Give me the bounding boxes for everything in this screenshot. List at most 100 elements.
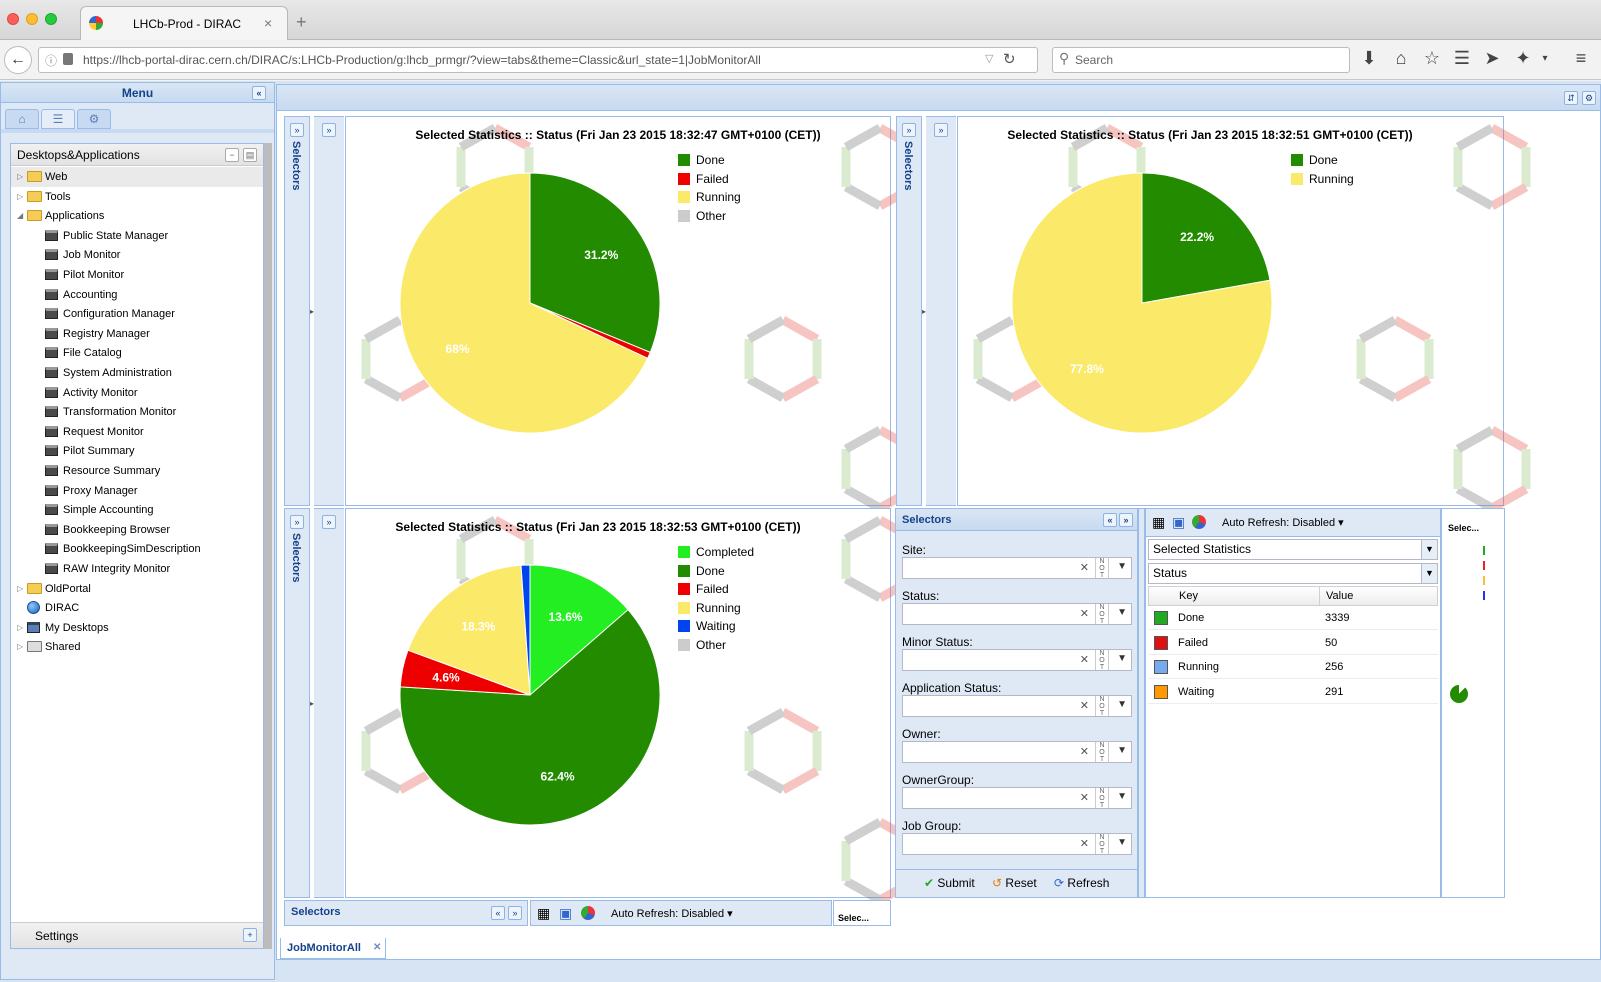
- tree-item-pilot-monitor[interactable]: Pilot Monitor: [11, 265, 263, 285]
- expanded-arrow-icon[interactable]: ◢: [17, 211, 24, 221]
- pie-icon[interactable]: [1192, 515, 1206, 529]
- not-toggle[interactable]: N O T: [1095, 558, 1109, 579]
- chevron-down-icon[interactable]: ▼: [1117, 561, 1127, 572]
- url-bar[interactable]: ⓘ https://lhcb-portal-dirac.cern.ch/DIRA…: [38, 47, 1038, 73]
- collapse-selectors-icon[interactable]: «: [1103, 513, 1117, 527]
- info-icon[interactable]: ⓘ: [45, 54, 58, 68]
- tree-item-activity-monitor[interactable]: Activity Monitor: [11, 383, 263, 403]
- not-toggle[interactable]: N O T: [1095, 788, 1109, 809]
- tree-item-registry-manager[interactable]: Registry Manager: [11, 324, 263, 344]
- browser-tab[interactable]: LHCb-Prod - DIRAC ×: [80, 6, 288, 40]
- download-icon[interactable]: ⬇: [1361, 48, 1377, 68]
- splitter[interactable]: [1138, 508, 1145, 898]
- not-toggle[interactable]: N O T: [1095, 834, 1109, 855]
- legend-item[interactable]: Done: [678, 151, 741, 170]
- pie-slice-running[interactable]: [399, 172, 649, 434]
- legend-item[interactable]: Running: [1291, 170, 1354, 189]
- chevron-down-icon[interactable]: ▼: [1421, 540, 1437, 559]
- reader-icon[interactable]: ☰: [1453, 48, 1471, 68]
- minimize-window-icon[interactable]: [26, 13, 38, 25]
- chevron-down-icon[interactable]: ▼: [1117, 791, 1127, 802]
- tree-item-bookkeeping-browser[interactable]: Bookkeeping Browser: [11, 520, 263, 540]
- grid-icon[interactable]: ▦: [537, 905, 551, 921]
- table-row[interactable]: Done 3339: [1148, 606, 1438, 630]
- selector-field-minor-status[interactable]: ✕ N O T ▼: [902, 649, 1132, 671]
- legend-item[interactable]: Running: [678, 188, 741, 207]
- close-window-icon[interactable]: [7, 13, 19, 25]
- col-value[interactable]: Value: [1319, 587, 1353, 605]
- selector-field-job-group[interactable]: ✕ N O T ▼: [902, 833, 1132, 855]
- not-toggle[interactable]: N O T: [1095, 604, 1109, 625]
- tree-item-simple-accounting[interactable]: Simple Accounting: [11, 500, 263, 520]
- col-key[interactable]: Key: [1179, 590, 1198, 602]
- clear-icon[interactable]: ✕: [1079, 700, 1089, 712]
- pie-slice-waiting[interactable]: [520, 564, 531, 696]
- legend-item[interactable]: Failed: [678, 580, 754, 599]
- auto-refresh-menu[interactable]: Auto Refresh: Disabled ▾: [1222, 517, 1344, 529]
- chevron-down-icon[interactable]: ▼: [1117, 653, 1127, 664]
- home-tab-icon[interactable]: ⌂: [5, 109, 39, 129]
- legend-item[interactable]: Failed: [678, 170, 741, 189]
- pie-icon[interactable]: [581, 906, 595, 920]
- legend-item[interactable]: Done: [1291, 151, 1354, 170]
- expand-toolbar-icon[interactable]: »: [934, 123, 948, 137]
- extension-icon[interactable]: ✦: [1515, 48, 1531, 68]
- window-gear-icon[interactable]: ⚙: [1582, 91, 1596, 105]
- bottom-collapsed-panel[interactable]: Selec...: [833, 900, 891, 926]
- tree-item-file-catalog[interactable]: File Catalog: [11, 343, 263, 363]
- save-icon[interactable]: ▣: [559, 905, 573, 921]
- home-icon[interactable]: ⌂: [1395, 48, 1407, 68]
- tree-item-accounting[interactable]: Accounting: [11, 285, 263, 305]
- tree-item-applications[interactable]: ◢ Applications: [11, 206, 263, 226]
- expand-selectors-icon[interactable]: »: [290, 515, 304, 529]
- collapsed-selectors-strip[interactable]: » Selectors: [284, 508, 310, 898]
- pie-slice-done[interactable]: [399, 608, 661, 826]
- refresh-button[interactable]: ⟳ Refresh: [1054, 876, 1109, 890]
- tree-item-transformation-monitor[interactable]: Transformation Monitor: [11, 402, 263, 422]
- tree-item-request-monitor[interactable]: Request Monitor: [11, 422, 263, 442]
- collapse-menu-icon[interactable]: «: [252, 86, 266, 100]
- tree-item-configuration-manager[interactable]: Configuration Manager: [11, 304, 263, 324]
- expand-toolbar-icon[interactable]: »: [322, 123, 336, 137]
- bookmark-star-icon[interactable]: ☆: [1423, 48, 1441, 68]
- splitter-arrow-icon[interactable]: ▸: [310, 307, 315, 316]
- chevron-down-icon[interactable]: ▼: [1117, 607, 1127, 618]
- pie-slice-done[interactable]: [1141, 172, 1271, 304]
- tree-item-pilot-summary[interactable]: Pilot Summary: [11, 441, 263, 461]
- pie-slice-running[interactable]: [407, 564, 531, 696]
- splitter-arrow-icon[interactable]: ▸: [310, 699, 315, 708]
- legend-item[interactable]: Waiting: [678, 617, 754, 636]
- settings-tab-icon[interactable]: ⚙: [77, 109, 111, 129]
- reload-icon[interactable]: ↻: [1003, 51, 1016, 68]
- chevron-down-icon[interactable]: ▼: [1117, 837, 1127, 848]
- collapsed-stats-panel[interactable]: Selec...: [1441, 508, 1505, 898]
- legend-item[interactable]: Other: [678, 207, 741, 226]
- expand-selectors-icon[interactable]: »: [290, 123, 304, 137]
- collapsed-arrow-icon[interactable]: ▷: [17, 191, 24, 201]
- legend-item[interactable]: Completed: [678, 543, 754, 562]
- collapsed-selectors-strip[interactable]: » Selectors: [284, 116, 310, 506]
- pie-slice-completed[interactable]: [529, 564, 629, 697]
- tree-item-web[interactable]: ▷ Web: [11, 167, 263, 187]
- clear-icon[interactable]: ✕: [1079, 792, 1089, 804]
- dropdown-icon[interactable]: ▽: [985, 53, 994, 65]
- maximize-window-icon[interactable]: [45, 13, 57, 25]
- not-toggle[interactable]: N O T: [1095, 696, 1109, 717]
- tree-item-system-administration[interactable]: System Administration: [11, 363, 263, 383]
- tree-item-bookkeepingsimdescription[interactable]: BookkeepingSimDescription: [11, 539, 263, 559]
- tree-item-proxy-manager[interactable]: Proxy Manager: [11, 481, 263, 501]
- table-row[interactable]: Running 256: [1148, 655, 1438, 679]
- restore-window-icon[interactable]: ⇵: [1564, 91, 1578, 105]
- tree-item-public-state-manager[interactable]: Public State Manager: [11, 226, 263, 246]
- clear-icon[interactable]: ✕: [1079, 562, 1089, 574]
- list-tab-icon[interactable]: ☰: [41, 109, 75, 129]
- extension-dropdown-icon[interactable]: ▾: [1542, 53, 1548, 64]
- source-combo[interactable]: Selected Statistics ▼: [1148, 539, 1438, 560]
- selector-field-owner[interactable]: ✕ N O T ▼: [902, 741, 1132, 763]
- expand-selectors-icon[interactable]: »: [902, 123, 916, 137]
- pie-slice-running[interactable]: [1011, 172, 1273, 434]
- selector-field-application-status[interactable]: ✕ N O T ▼: [902, 695, 1132, 717]
- bottom-auto-refresh[interactable]: Auto Refresh: Disabled ▾: [611, 908, 733, 920]
- collapsed-arrow-icon[interactable]: ▷: [17, 642, 24, 652]
- restore-selectors-icon[interactable]: »: [508, 906, 522, 920]
